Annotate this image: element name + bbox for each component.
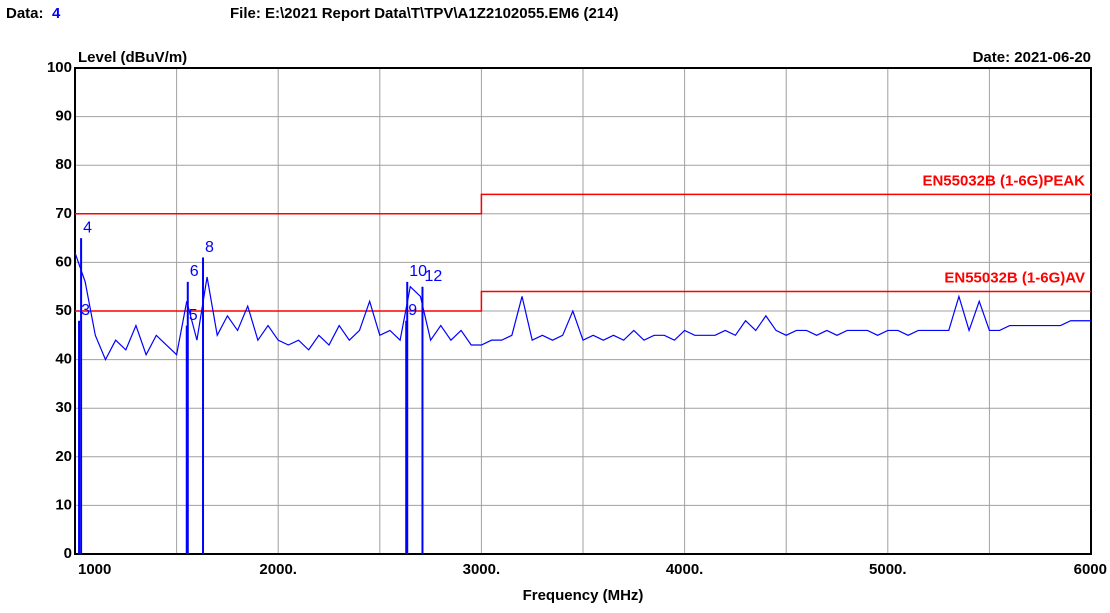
- x-tick-label: 6000: [1074, 561, 1107, 578]
- marker-label: 3: [81, 302, 90, 319]
- x-tick-label: 3000.: [463, 561, 501, 578]
- x-tick-label: 5000.: [869, 561, 907, 578]
- x-tick-label: 4000.: [666, 561, 704, 578]
- y-tick-label: 50: [55, 302, 72, 319]
- date-label: Date: 2021-06-20: [973, 49, 1091, 66]
- limit-line: [75, 193, 1091, 215]
- y-tick-label: 40: [55, 351, 72, 368]
- file-label: File: E:\2021 Report Data\T\TPV\A1Z21020…: [230, 5, 618, 22]
- trace-line: [74, 252, 1091, 362]
- limit-label: EN55032B (1-6G)AV: [944, 270, 1085, 287]
- y-tick-label: 0: [64, 545, 72, 562]
- y-tick-label: 90: [55, 108, 72, 125]
- y-tick-label: 30: [55, 399, 72, 416]
- x-tick-label: 1000: [78, 561, 111, 578]
- y-tick-label: 10: [55, 496, 72, 513]
- limit-line: [75, 290, 1091, 312]
- y-axis-label: Level (dBuV/m): [78, 49, 187, 66]
- marker-label: 5: [189, 307, 198, 324]
- limit-label: EN55032B (1-6G)PEAK: [922, 172, 1085, 189]
- y-tick-label: 70: [55, 205, 72, 222]
- marker-label: 8: [205, 239, 214, 256]
- x-tick-label: 2000.: [259, 561, 297, 578]
- marker-label: 12: [424, 268, 442, 285]
- marker-label: 10: [409, 263, 427, 280]
- y-tick-label: 80: [55, 156, 72, 173]
- marker-label: 4: [83, 219, 92, 236]
- marker-label: 6: [190, 263, 199, 280]
- y-tick-label: 100: [47, 59, 72, 76]
- x-axis-label: Frequency (MHz): [523, 587, 644, 604]
- y-tick-label: 60: [55, 253, 72, 270]
- y-tick-label: 20: [55, 448, 72, 465]
- data-number: 4: [52, 5, 61, 22]
- data-label: Data:: [6, 5, 44, 22]
- marker-label: 9: [408, 302, 417, 319]
